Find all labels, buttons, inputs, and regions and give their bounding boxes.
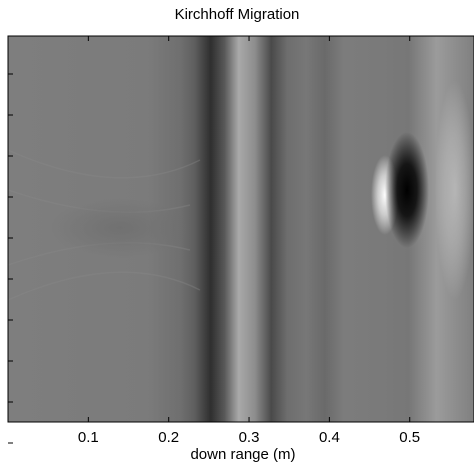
x-axis-ticks: 0.1 0.2 0.3 0.4 0.5 — [78, 36, 420, 446]
y-axis-ticks — [8, 73, 13, 444]
chart-title: Kirchhoff Migration — [174, 6, 300, 23]
x-tick-label: 0.2 — [158, 429, 179, 446]
right-bright-patch — [435, 80, 474, 300]
plot-frame — [7, 35, 474, 423]
haze-region — [50, 198, 190, 258]
x-tick-label: 0.4 — [319, 429, 340, 446]
x-tick-label: 0.5 — [399, 429, 420, 446]
x-axis-label: down range (m) — [190, 446, 296, 463]
x-tick-label: 0.1 — [78, 429, 99, 446]
dark-target — [385, 132, 429, 248]
x-tick-label: 0.3 — [239, 429, 260, 446]
